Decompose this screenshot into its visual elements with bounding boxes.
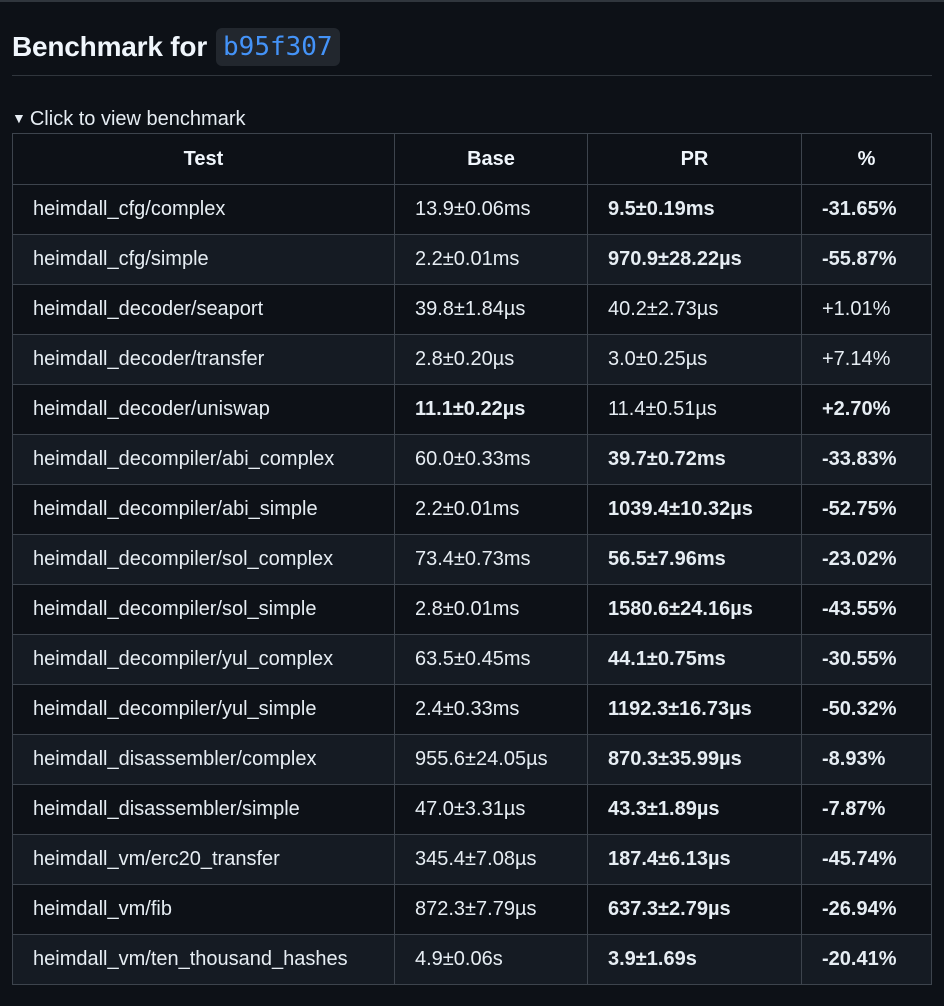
cell-base-value: 2.8±0.01ms: [394, 584, 588, 635]
cell-base-value: 13.9±0.06ms: [394, 184, 588, 235]
cell-percent-change: -31.65%: [801, 184, 932, 235]
column-header-pr: PR: [587, 133, 802, 185]
table-row: heimdall_decompiler/sol_complex 73.4±0.73…: [12, 534, 932, 585]
table-row: heimdall_decompiler/yul_simple 2.4±0.33ms…: [12, 684, 932, 735]
cell-percent-change: -43.55%: [801, 584, 932, 635]
cell-pr-value: 970.9±28.22µs: [587, 234, 802, 285]
cell-base-value: 2.2±0.01ms: [394, 234, 588, 285]
table-row: heimdall_decompiler/yul_complex 63.5±0.45…: [12, 634, 932, 685]
table-row: heimdall_decompiler/abi_complex 60.0±0.33…: [12, 434, 932, 485]
cell-percent-change: -8.93%: [801, 734, 932, 785]
cell-percent-change: -50.32%: [801, 684, 932, 735]
cell-percent-change: -26.94%: [801, 884, 932, 935]
cell-pr-value: 39.7±0.72ms: [587, 434, 802, 485]
cell-percent-change: +7.14%: [801, 334, 932, 385]
cell-test-name: heimdall_vm/ten_thousand_hashes: [12, 934, 395, 985]
cell-base-value: 2.4±0.33ms: [394, 684, 588, 735]
cell-pr-value: 187.4±6.13µs: [587, 834, 802, 885]
page-heading: Benchmark for b95f307: [12, 28, 932, 76]
cell-base-value: 39.8±1.84µs: [394, 284, 588, 335]
cell-pr-value: 870.3±35.99µs: [587, 734, 802, 785]
cell-test-name: heimdall_decoder/transfer: [12, 334, 395, 385]
cell-base-value: 872.3±7.79µs: [394, 884, 588, 935]
cell-pr-value: 637.3±2.79µs: [587, 884, 802, 935]
cell-pr-value: 44.1±0.75ms: [587, 634, 802, 685]
cell-base-value: 955.6±24.05µs: [394, 734, 588, 785]
table-row: heimdall_cfg/complex 13.9±0.06ms 9.5±0.19m…: [12, 184, 932, 235]
cell-percent-change: -30.55%: [801, 634, 932, 685]
cell-base-value: 2.8±0.20µs: [394, 334, 588, 385]
cell-test-name: heimdall_cfg/simple: [12, 234, 395, 285]
cell-base-value: 73.4±0.73ms: [394, 534, 588, 585]
heading-title: Benchmark for: [12, 31, 208, 62]
table-row: heimdall_disassembler/complex 955.6±24.05…: [12, 734, 932, 785]
table-row: heimdall_decoder/transfer 2.8±0.20µs 3.0±0…: [12, 334, 932, 385]
column-header-percent: %: [801, 133, 932, 185]
cell-percent-change: -23.02%: [801, 534, 932, 585]
cell-pr-value: 1039.4±10.32µs: [587, 484, 802, 535]
table-header-row: Test Base PR %: [12, 133, 932, 185]
cell-percent-change: -33.83%: [801, 434, 932, 485]
cell-pr-value: 11.4±0.51µs: [587, 384, 802, 435]
cell-test-name: heimdall_decompiler/yul_complex: [12, 634, 395, 685]
table-row: heimdall_decompiler/sol_simple 2.8±0.01ms…: [12, 584, 932, 635]
cell-pr-value: 56.5±7.96ms: [587, 534, 802, 585]
cell-test-name: heimdall_vm/fib: [12, 884, 395, 935]
cell-percent-change: -7.87%: [801, 784, 932, 835]
column-header-base: Base: [394, 133, 588, 185]
cell-percent-change: -55.87%: [801, 234, 932, 285]
cell-test-name: heimdall_decompiler/yul_simple: [12, 684, 395, 735]
cell-base-value: 4.9±0.06s: [394, 934, 588, 985]
disclosure-triangle-icon: ▼: [12, 110, 26, 126]
cell-pr-value: 9.5±0.19ms: [587, 184, 802, 235]
table-row: heimdall_decoder/uniswap 11.1±0.22µs 11.4±…: [12, 384, 932, 435]
table-row: heimdall_decompiler/abi_simple 2.2±0.01ms…: [12, 484, 932, 535]
cell-test-name: heimdall_disassembler/complex: [12, 734, 395, 785]
benchmark-table: Test Base PR % heimdall_cfg/complex 13.9±…: [12, 133, 932, 985]
cell-pr-value: 43.3±1.89µs: [587, 784, 802, 835]
cell-base-value: 345.4±7.08µs: [394, 834, 588, 885]
cell-pr-value: 3.9±1.69s: [587, 934, 802, 985]
cell-base-value: 2.2±0.01ms: [394, 484, 588, 535]
cell-base-value: 11.1±0.22µs: [394, 384, 588, 435]
cell-test-name: heimdall_decoder/seaport: [12, 284, 395, 335]
cell-base-value: 63.5±0.45ms: [394, 634, 588, 685]
table-row: heimdall_vm/ten_thousand_hashes 4.9±0.06s…: [12, 934, 932, 985]
commit-hash-link[interactable]: b95f307: [216, 28, 340, 66]
cell-pr-value: 40.2±2.73µs: [587, 284, 802, 335]
cell-percent-change: -52.75%: [801, 484, 932, 535]
cell-base-value: 60.0±0.33ms: [394, 434, 588, 485]
cell-percent-change: +2.70%: [801, 384, 932, 435]
cell-pr-value: 3.0±0.25µs: [587, 334, 802, 385]
cell-percent-change: -20.41%: [801, 934, 932, 985]
table-row: heimdall_vm/fib 872.3±7.79µs 637.3±2.79µs -…: [12, 884, 932, 935]
column-header-test: Test: [12, 133, 395, 185]
top-divider: [0, 0, 944, 2]
cell-test-name: heimdall_vm/erc20_transfer: [12, 834, 395, 885]
cell-test-name: heimdall_decompiler/sol_complex: [12, 534, 395, 585]
table-body: heimdall_cfg/complex 13.9±0.06ms 9.5±0.19m…: [12, 184, 932, 985]
details-summary-label: Click to view benchmark: [29, 108, 246, 130]
cell-base-value: 47.0±3.31µs: [394, 784, 588, 835]
cell-test-name: heimdall_decoder/uniswap: [12, 384, 395, 435]
cell-pr-value: 1580.6±24.16µs: [587, 584, 802, 635]
table-row: heimdall_disassembler/simple 47.0±3.31µs 4…: [12, 784, 932, 835]
cell-test-name: heimdall_decompiler/sol_simple: [12, 584, 395, 635]
cell-test-name: heimdall_disassembler/simple: [12, 784, 395, 835]
cell-percent-change: -45.74%: [801, 834, 932, 885]
cell-test-name: heimdall_decompiler/abi_simple: [12, 484, 395, 535]
cell-pr-value: 1192.3±16.73µs: [587, 684, 802, 735]
benchmark-details-toggle[interactable]: ▼ Click to view benchmark: [12, 104, 245, 132]
cell-test-name: heimdall_cfg/complex: [12, 184, 395, 235]
table-row: heimdall_vm/erc20_transfer 345.4±7.08µs 18…: [12, 834, 932, 885]
table-row: heimdall_cfg/simple 2.2±0.01ms 970.9±28.22…: [12, 234, 932, 285]
table-row: heimdall_decoder/seaport 39.8±1.84µs 40.2±…: [12, 284, 932, 335]
cell-test-name: heimdall_decompiler/abi_complex: [12, 434, 395, 485]
cell-percent-change: +1.01%: [801, 284, 932, 335]
